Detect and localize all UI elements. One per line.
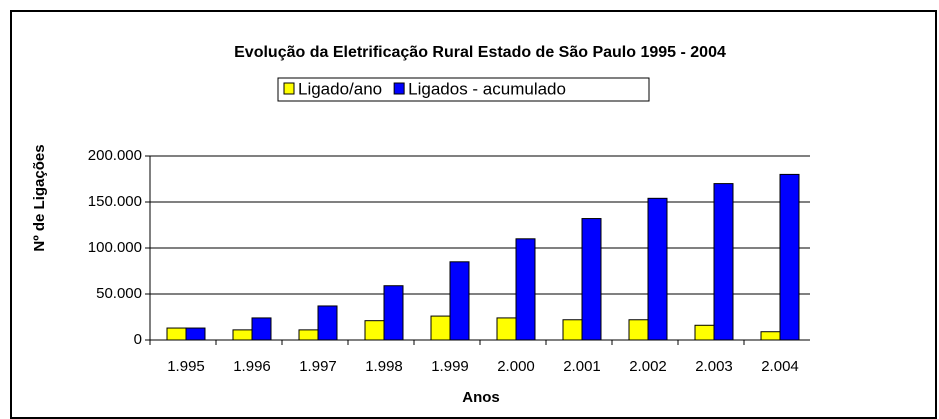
bar: [713, 183, 734, 341]
x-tick-label: 1.999: [431, 358, 469, 375]
y-axis-label: Nº de Ligações: [31, 144, 48, 251]
y-tick-label: 0: [134, 331, 142, 348]
bar: [647, 197, 668, 341]
x-tick-label: 1.996: [233, 358, 271, 375]
x-tick-label: 1.997: [299, 358, 337, 375]
y-tick-label: 50.000: [96, 285, 142, 302]
x-tick-label: 2.000: [497, 358, 535, 375]
bar: [185, 327, 206, 341]
bar: [628, 319, 649, 341]
bar: [694, 324, 715, 341]
bar: [364, 320, 385, 341]
bar: [581, 218, 602, 341]
y-tick-label: 200.000: [88, 147, 142, 164]
bar: [251, 317, 272, 341]
x-tick-label: 1.998: [365, 358, 403, 375]
bar: [760, 331, 781, 341]
bar: [383, 285, 404, 341]
x-tick-label: 2.004: [761, 358, 799, 375]
x-axis-label: Anos: [462, 389, 500, 406]
y-tick-label: 150.000: [88, 193, 142, 210]
bar: [298, 329, 319, 341]
x-tick-label: 2.001: [563, 358, 601, 375]
legend-label: Ligado/ano: [298, 79, 382, 98]
bar: [166, 327, 187, 341]
x-tick-label: 2.003: [695, 358, 733, 375]
legend-label: Ligados - acumulado: [408, 79, 566, 98]
y-tick-label: 100.000: [88, 239, 142, 256]
legend-swatch: [283, 82, 295, 95]
x-tick-label: 2.002: [629, 358, 667, 375]
bar: [232, 329, 253, 341]
bar: [430, 315, 451, 341]
bar: [496, 317, 517, 341]
chart-title: Evolução da Eletrificação Rural Estado d…: [234, 44, 726, 61]
bar: [562, 319, 583, 341]
bar: [449, 261, 470, 341]
legend-swatch: [393, 82, 405, 95]
bar: [779, 173, 800, 341]
bar: [515, 238, 536, 341]
x-tick-label: 1.995: [167, 358, 205, 375]
bar: [317, 305, 338, 341]
legend-box: [277, 77, 650, 102]
